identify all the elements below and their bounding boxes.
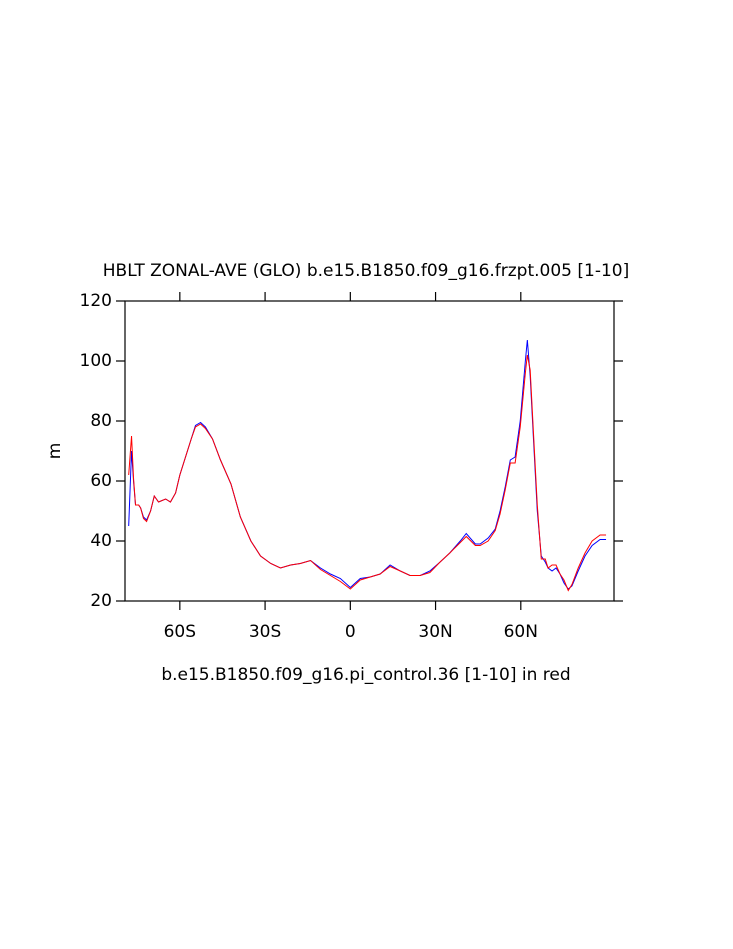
- x-tick-label: 30S: [249, 622, 281, 642]
- y-tick-label: 60: [90, 471, 112, 491]
- plot-frame: [124, 300, 615, 602]
- y-tick-label: 20: [90, 591, 112, 611]
- y-tick-label: 100: [80, 351, 112, 371]
- x-tick-label: 60N: [504, 622, 538, 642]
- x-tick-label: 60S: [164, 622, 196, 642]
- series-line: [128, 339, 607, 590]
- chart-title: HBLT ZONAL-AVE (GLO) b.e15.B1850.f09_g16…: [103, 261, 630, 281]
- y-tick-label: 120: [80, 291, 112, 311]
- x-tick-label: 0: [345, 622, 356, 642]
- y-axis-label: m: [45, 443, 65, 460]
- y-tick-label: 80: [90, 411, 112, 431]
- y-tick-label: 40: [90, 531, 112, 551]
- series-line: [128, 354, 607, 592]
- x-tick-label: 30N: [418, 622, 452, 642]
- chart-subtitle: b.e15.B1850.f09_g16.pi_control.36 [1-10]…: [161, 665, 570, 685]
